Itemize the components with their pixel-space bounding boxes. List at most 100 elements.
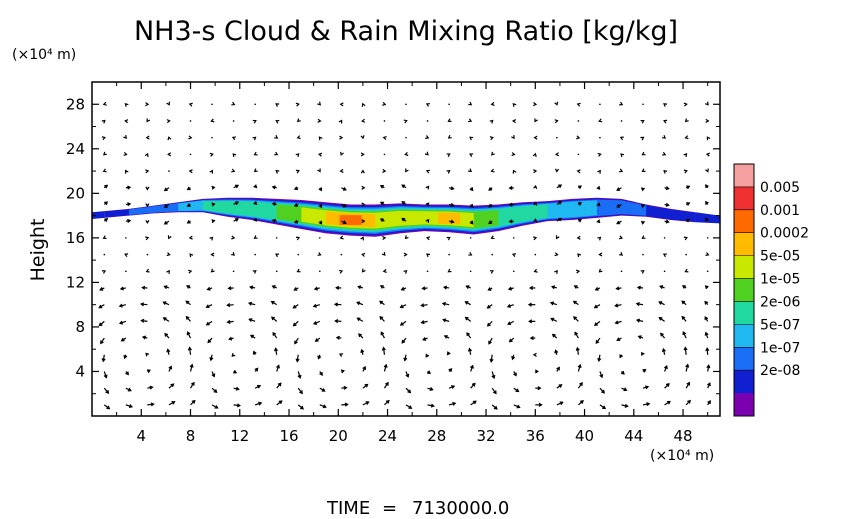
wind-vector-head [236, 403, 242, 408]
wind-vector-head [508, 338, 513, 343]
wind-vector-head [615, 286, 620, 291]
wind-vector-head [361, 202, 366, 207]
wind-vector-head [360, 169, 365, 174]
wind-vector-head [318, 220, 323, 225]
wind-vector-head [511, 356, 516, 361]
wind-vector-head [420, 320, 425, 325]
wind-vector-head [188, 102, 193, 107]
wind-vector-head [554, 168, 560, 173]
wind-vector-head [686, 202, 691, 206]
wind-vector-head [257, 384, 262, 389]
x-axis-ticks: 4 8 12 16 20 24 28 32 36 40 44 48 [116, 82, 709, 445]
wind-vector-head [507, 286, 513, 291]
wind-vector-head [403, 270, 408, 274]
x-tick-label: 44 [624, 427, 643, 445]
wind-vector-head [102, 101, 107, 106]
wind-vector-head [469, 153, 474, 157]
wind-vector [189, 347, 192, 355]
wind-vector-head [640, 187, 646, 192]
wind-vector-head [425, 218, 430, 223]
wind-vector-head [511, 119, 517, 124]
vector-dot [232, 270, 235, 273]
wind-vector-head [124, 102, 129, 107]
colorbar-label: 2e-06 [760, 294, 800, 310]
wind-vector-head [145, 135, 150, 140]
wind-vector-head [339, 102, 344, 107]
wind-vector-head [382, 135, 387, 140]
wind-vector-head [558, 201, 563, 205]
time-value: 7130000.0 [412, 498, 509, 519]
wind-vector-head [166, 252, 171, 257]
wind-vector-head [597, 357, 602, 363]
wind-vector-head [512, 169, 517, 174]
wind-vector-head [295, 102, 300, 107]
wind-vector-head [446, 351, 451, 356]
wind-vector-head [207, 339, 212, 344]
vector-dot [556, 136, 558, 139]
y-tick-label: 4 [75, 362, 85, 380]
wind-vector-head [705, 101, 709, 106]
wind-vector-head [317, 252, 322, 256]
wind-vector-head [490, 235, 495, 240]
wind-vector-head [425, 202, 430, 207]
wind-vector-head [127, 218, 132, 223]
wind-vector-head [205, 321, 210, 326]
y-tick-label: 28 [66, 95, 85, 113]
wind-vector-head [119, 286, 124, 291]
wind-vector-head [379, 285, 384, 289]
wind-vector-head [211, 202, 216, 207]
wind-vector-head [683, 102, 688, 107]
wind-vector-head [467, 347, 472, 352]
wind-vector-head [488, 220, 493, 225]
wind-vector-head [598, 252, 603, 257]
wind-vectors [98, 101, 711, 410]
wind-vector-head [400, 286, 405, 291]
vector-dot [319, 237, 321, 239]
wind-vector-head [424, 151, 429, 156]
wind-vector-head [704, 316, 709, 321]
wind-vector-head [403, 252, 408, 257]
wind-vector-head [98, 304, 103, 309]
wind-vector-head [272, 331, 277, 336]
wind-vector-head [572, 300, 577, 305]
wind-vector-head [163, 285, 168, 290]
wind-vector-head [274, 135, 279, 139]
wind-vector-head [293, 203, 298, 207]
wind-vector-head [687, 399, 691, 404]
wind-vector-head [120, 337, 125, 342]
wind-vector-head [646, 402, 651, 407]
wind-vector-head [616, 203, 621, 208]
wind-vector-head [317, 101, 322, 106]
colorbar-label: 2e-08 [760, 363, 800, 379]
wind-vector-head [533, 135, 538, 140]
wind-vector-head [489, 358, 494, 363]
x-tick-label: 36 [526, 427, 545, 445]
wind-vector-head [362, 365, 367, 370]
wind-vector-head [624, 403, 629, 408]
colorbar-label: 1e-05 [760, 272, 800, 288]
y-axis-label: Height [27, 219, 49, 282]
wind-vector-head [318, 152, 323, 157]
wind-vector-head [616, 187, 621, 191]
wind-vector-head [490, 101, 495, 106]
vector-dot [189, 153, 192, 156]
wind-vector-head [488, 340, 492, 345]
wind-vector-head [513, 372, 517, 377]
wind-vector-head [339, 135, 344, 140]
wind-vector-head [234, 184, 240, 189]
wind-vector-head [145, 268, 150, 273]
wind-vector-head [468, 168, 472, 173]
vector-dot [577, 120, 580, 122]
wind-vector-head [466, 332, 470, 337]
wind-vector-head [339, 235, 344, 240]
wind-vector-head [619, 168, 624, 173]
wind-vector-head [425, 353, 430, 358]
wind-vector-head [293, 287, 298, 291]
y-unit-label: (×10⁴ m) [12, 47, 76, 63]
wind-vector-head [186, 219, 191, 224]
vector-dot [211, 136, 213, 139]
wind-vector-head [124, 253, 129, 258]
wind-vector-head [335, 285, 340, 290]
wind-vector-head [189, 253, 194, 258]
wind-vector-head [275, 253, 280, 258]
